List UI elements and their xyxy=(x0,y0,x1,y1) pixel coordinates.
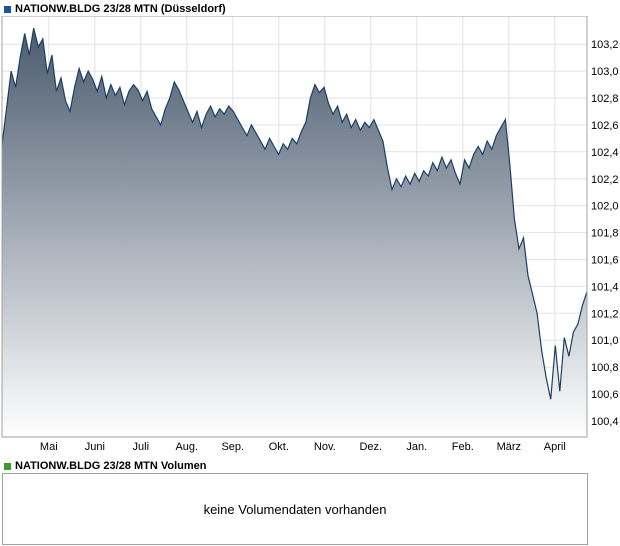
svg-text:101,2: 101,2 xyxy=(591,308,619,320)
svg-text:100,6: 100,6 xyxy=(591,389,619,401)
svg-text:100,8: 100,8 xyxy=(591,362,619,374)
svg-text:102,8: 102,8 xyxy=(591,93,619,105)
svg-text:Dez.: Dez. xyxy=(359,441,382,453)
volume-series-marker-icon xyxy=(4,462,11,470)
svg-text:April: April xyxy=(544,441,566,453)
svg-text:März: März xyxy=(497,441,521,453)
volume-panel: keine Volumendaten vorhanden xyxy=(2,473,588,545)
volume-header: NATIONW.BLDG 23/28 MTN Volumen xyxy=(0,457,620,473)
svg-text:103,0: 103,0 xyxy=(591,66,619,78)
volume-empty-message: keine Volumendaten vorhanden xyxy=(203,501,387,517)
volume-chart-title: NATIONW.BLDG 23/28 MTN Volumen xyxy=(15,460,207,472)
svg-text:Okt.: Okt. xyxy=(269,441,289,453)
svg-text:Mai: Mai xyxy=(40,441,58,453)
svg-text:102,0: 102,0 xyxy=(591,201,619,213)
svg-text:Juli: Juli xyxy=(133,441,150,453)
price-chart-canvas: 100,4 100,6 100,8 101,0 101,2 101,4 101,6 101,8… xyxy=(1,16,619,453)
svg-text:Nov.: Nov. xyxy=(314,441,336,453)
svg-text:Juni: Juni xyxy=(85,441,105,453)
svg-text:102,6: 102,6 xyxy=(591,120,619,132)
svg-text:101,8: 101,8 xyxy=(591,228,619,240)
price-chart-title: NATIONW.BLDG 23/28 MTN (Düsseldorf) xyxy=(15,3,226,15)
price-chart-header: NATIONW.BLDG 23/28 MTN (Düsseldorf) xyxy=(0,0,620,16)
svg-text:Sep.: Sep. xyxy=(221,441,244,453)
svg-text:101,0: 101,0 xyxy=(591,335,619,347)
svg-text:102,2: 102,2 xyxy=(591,174,619,186)
price-series-marker-icon xyxy=(4,5,11,13)
svg-text:101,4: 101,4 xyxy=(591,281,619,293)
svg-text:102,4: 102,4 xyxy=(591,147,619,159)
svg-text:103,2: 103,2 xyxy=(591,39,619,51)
price-chart-section: NATIONW.BLDG 23/28 MTN (Düsseldorf) 100,… xyxy=(0,0,620,453)
svg-text:101,6: 101,6 xyxy=(591,255,619,267)
svg-text:Jan.: Jan. xyxy=(406,441,427,453)
svg-text:100,4: 100,4 xyxy=(591,416,619,428)
volume-section: NATIONW.BLDG 23/28 MTN Volumen keine Vol… xyxy=(0,457,620,545)
svg-text:Feb.: Feb. xyxy=(452,441,474,453)
svg-text:Aug.: Aug. xyxy=(175,441,198,453)
